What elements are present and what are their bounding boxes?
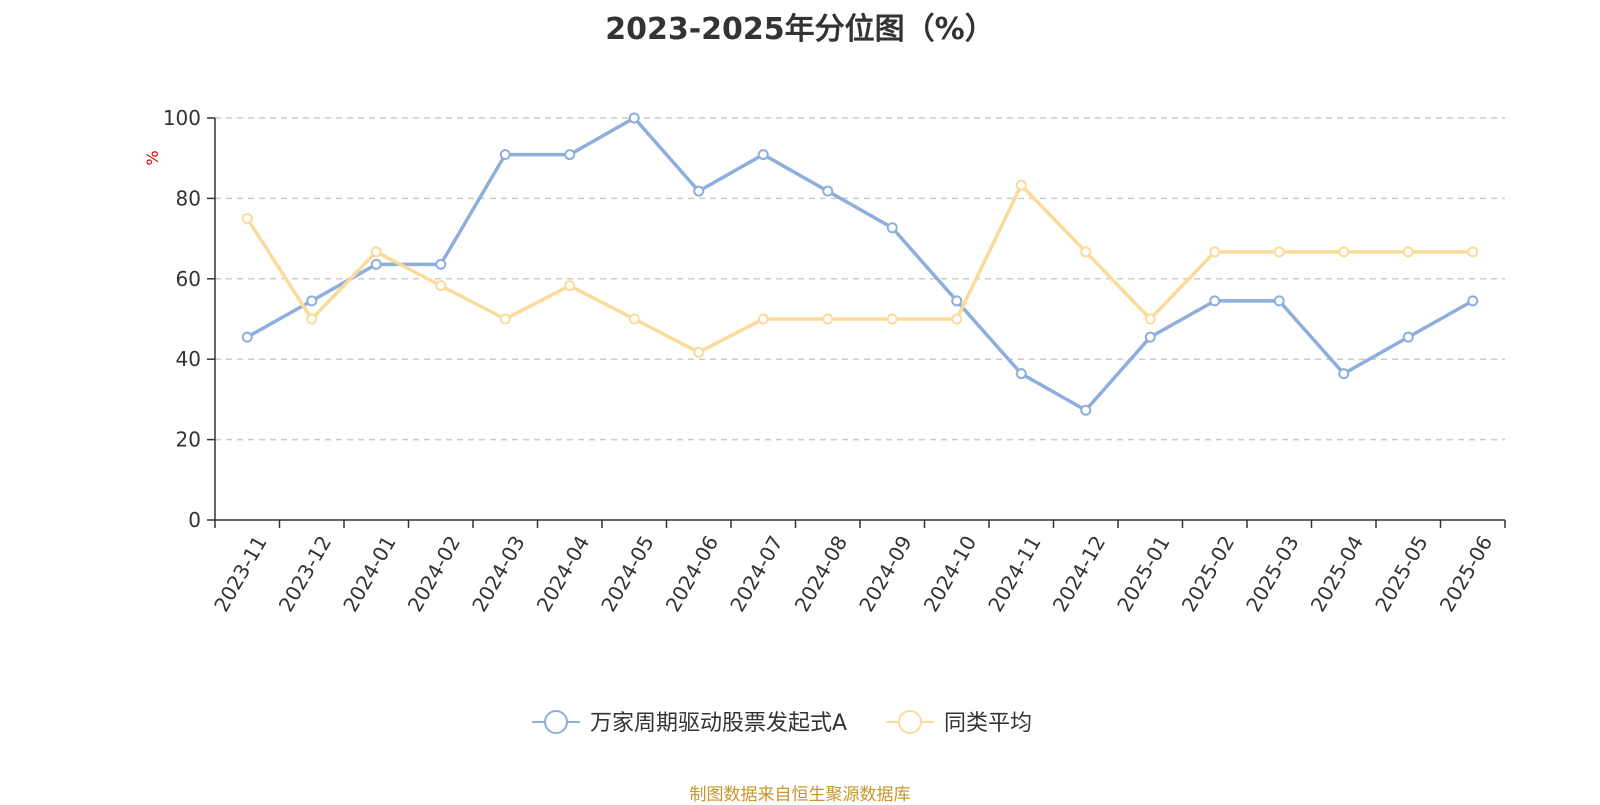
x-tick-label: 2024-10 [919,532,982,616]
data-point[interactable] [1402,331,1414,343]
legend-label: 同类平均 [944,711,1032,736]
x-tick-label: 2025-03 [1241,532,1304,616]
data-point[interactable] [1015,368,1027,380]
data-point[interactable] [241,213,253,224]
x-tick-label: 2025-05 [1370,532,1433,616]
x-tick-label: 2024-06 [661,532,724,616]
data-point[interactable] [1144,331,1156,343]
data-point[interactable] [693,346,705,358]
axes [207,117,1506,528]
x-tick-label: 2024-05 [596,532,659,616]
data-point[interactable] [499,149,511,161]
x-tick-label: 2023-11 [209,532,272,616]
x-tick-label: 2025-01 [1112,532,1175,616]
y-tick-labels: 0 20 40 60 80 100 [163,106,201,532]
x-tick-label: 2024-07 [725,532,788,616]
legend-item[interactable]: 同类平均 [886,710,1032,736]
series-line [245,183,1473,355]
y-tick-label: 20 [176,428,201,452]
series-lines [241,112,1479,416]
data-point[interactable] [1273,246,1285,258]
data-point[interactable] [1273,295,1285,307]
x-tick-label: 2024-04 [532,532,595,616]
data-point[interactable] [757,149,769,161]
data-point[interactable] [628,112,640,124]
x-tick-labels: 2023-11 2023-12 2024-01 2024-02 2024-03 2024-… [209,532,1497,616]
data-point[interactable] [1080,246,1092,258]
legend-marker [898,710,922,734]
data-point[interactable] [886,222,898,234]
data-point[interactable] [1338,368,1350,380]
data-point[interactable] [757,313,769,325]
data-point[interactable] [306,313,318,325]
data-point[interactable] [1015,179,1027,191]
data-point[interactable] [1080,404,1092,416]
chart-title: 2023-2025年分位图（%） [605,12,995,47]
data-point[interactable] [1209,295,1221,307]
x-tick-label: 2024-01 [338,532,401,616]
series-0 [241,112,1479,416]
series-1 [241,179,1479,358]
data-point[interactable] [435,280,447,292]
data-point[interactable] [1467,246,1479,258]
data-point[interactable] [306,295,318,307]
y-tick-label: 100 [163,106,201,130]
x-tick-label: 2024-02 [403,532,466,616]
grid-lines [215,117,1505,441]
data-point[interactable] [693,185,705,197]
data-point[interactable] [822,185,834,197]
x-tick-label: 2024-09 [854,532,917,616]
data-point[interactable] [564,280,576,292]
data-point[interactable] [951,295,963,307]
data-point[interactable] [886,313,898,325]
y-tick-label: 0 [188,508,201,532]
x-tick-label: 2025-04 [1306,532,1369,616]
y-tick-label: 80 [176,186,201,210]
data-point[interactable] [370,258,382,270]
data-point[interactable] [370,246,382,258]
x-tick-label: 2023-12 [274,532,337,616]
x-tick-label: 2024-08 [790,532,853,616]
series-line [246,116,1474,413]
y-tick-label: 40 [176,347,201,371]
data-point[interactable] [1209,246,1221,258]
data-point[interactable] [628,313,640,325]
x-tick-label: 2024-12 [1048,532,1111,616]
data-point[interactable] [564,149,576,161]
x-tick-label: 2025-06 [1435,532,1498,616]
x-tick-label: 2024-11 [983,532,1046,616]
data-point[interactable] [1467,295,1479,307]
source-note: 制图数据来自恒生聚源数据库 [689,785,911,805]
x-tick-label: 2024-03 [467,532,530,616]
data-point[interactable] [1338,246,1350,258]
data-point[interactable] [435,258,447,270]
data-point[interactable] [951,313,963,325]
y-tick-label: 60 [176,267,201,291]
data-point[interactable] [1144,313,1156,325]
data-point[interactable] [499,313,511,325]
data-point[interactable] [822,313,834,325]
legend-marker [544,710,568,734]
legend: 万家周期驱动股票发起式A 同类平均 [532,710,1032,736]
x-tick-label: 2025-02 [1177,532,1240,616]
legend-label: 万家周期驱动股票发起式A [590,711,847,736]
data-point[interactable] [1402,246,1414,258]
y-axis-label: % [143,150,162,165]
legend-item[interactable]: 万家周期驱动股票发起式A [532,710,847,736]
data-point[interactable] [241,331,253,343]
